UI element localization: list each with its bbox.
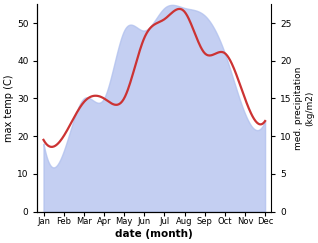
Y-axis label: max temp (C): max temp (C) [4, 74, 14, 142]
Y-axis label: med. precipitation
(kg/m2): med. precipitation (kg/m2) [294, 66, 314, 149]
X-axis label: date (month): date (month) [115, 229, 193, 239]
